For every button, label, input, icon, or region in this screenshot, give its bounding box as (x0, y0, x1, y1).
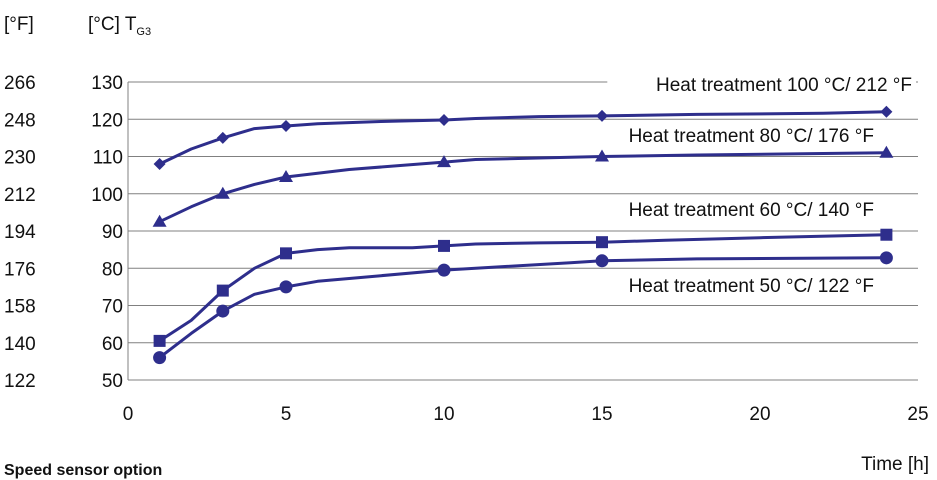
y-tick-label-celsius: 60 (102, 334, 123, 355)
y-tick-label-fahrenheit: 122 (4, 371, 36, 392)
y-tick-label-celsius: 110 (93, 148, 123, 169)
series-label-background (579, 272, 878, 299)
y-tick-label-celsius: 50 (102, 371, 123, 392)
data-point-diamond (880, 105, 893, 118)
data-point-diamond (280, 119, 292, 132)
x-tick-label: 20 (749, 404, 770, 425)
data-point-circle (153, 351, 167, 365)
celsius-axis-unit: [°C] TG3 (88, 14, 151, 38)
series-label: Heat treatment 100 °C/ 212 °F (656, 75, 912, 96)
data-point-square (880, 228, 893, 241)
y-tick-label-fahrenheit: 140 (4, 334, 36, 355)
data-point-diamond (216, 131, 229, 144)
data-point-diamond (438, 113, 450, 126)
data-point-circle (595, 254, 609, 268)
x-tick-label: 0 (123, 404, 134, 425)
data-point-triangle (215, 186, 230, 199)
celsius-unit-subscript: G3 (136, 25, 152, 38)
data-point-diamond (596, 109, 608, 122)
y-tick-label-fahrenheit: 230 (4, 148, 36, 169)
data-point-triangle (279, 169, 293, 182)
y-tick-label-celsius: 100 (91, 185, 123, 206)
data-point-triangle (595, 149, 609, 162)
data-point-triangle (437, 155, 451, 168)
y-tick-label-celsius: 120 (91, 110, 123, 131)
data-point-square (280, 247, 292, 260)
series-line (158, 233, 887, 343)
y-tick-label-fahrenheit: 158 (4, 297, 36, 318)
data-point-square (596, 236, 608, 249)
fahrenheit-axis-unit: [°F] (4, 14, 34, 35)
x-tick-label: 15 (591, 404, 612, 425)
data-point-square (153, 334, 166, 347)
x-tick-label: 10 (433, 404, 454, 425)
celsius-unit-text: [°C] T (88, 14, 137, 35)
series-line (158, 110, 887, 166)
y-tick-label-fahrenheit: 194 (4, 222, 36, 243)
data-point-circle (279, 280, 293, 294)
y-tick-label-celsius: 130 (91, 73, 123, 94)
x-tick-label: 5 (281, 404, 292, 425)
series-label-background (579, 122, 878, 149)
data-point-circle (879, 251, 893, 265)
data-point-square (438, 239, 450, 252)
series-label: Heat treatment 80 °C/ 176 °F (629, 126, 874, 147)
y-tick-label-celsius: 80 (102, 259, 123, 280)
x-tick-label: 25 (907, 404, 928, 425)
y-tick-label-fahrenheit: 248 (4, 110, 36, 131)
data-point-triangle (152, 214, 167, 227)
y-tick-label-fahrenheit: 212 (4, 185, 36, 206)
data-point-square (216, 284, 229, 297)
series-label-background (607, 71, 916, 98)
data-point-triangle (879, 145, 894, 158)
y-tick-label-celsius: 70 (102, 297, 123, 318)
series-label: Heat treatment 50 °C/ 122 °F (629, 276, 874, 297)
y-tick-label-fahrenheit: 176 (4, 259, 36, 280)
data-point-circle (437, 263, 451, 277)
data-point-circle (216, 304, 230, 318)
x-axis-unit: Time [h] (861, 454, 929, 475)
data-point-diamond (153, 157, 166, 170)
footer-caption: Speed sensor option (4, 462, 163, 479)
series-label-background (579, 196, 878, 223)
y-tick-label-fahrenheit: 266 (4, 73, 36, 94)
y-tick-label-celsius: 90 (102, 222, 123, 243)
series-label: Heat treatment 60 °C/ 140 °F (629, 200, 874, 221)
